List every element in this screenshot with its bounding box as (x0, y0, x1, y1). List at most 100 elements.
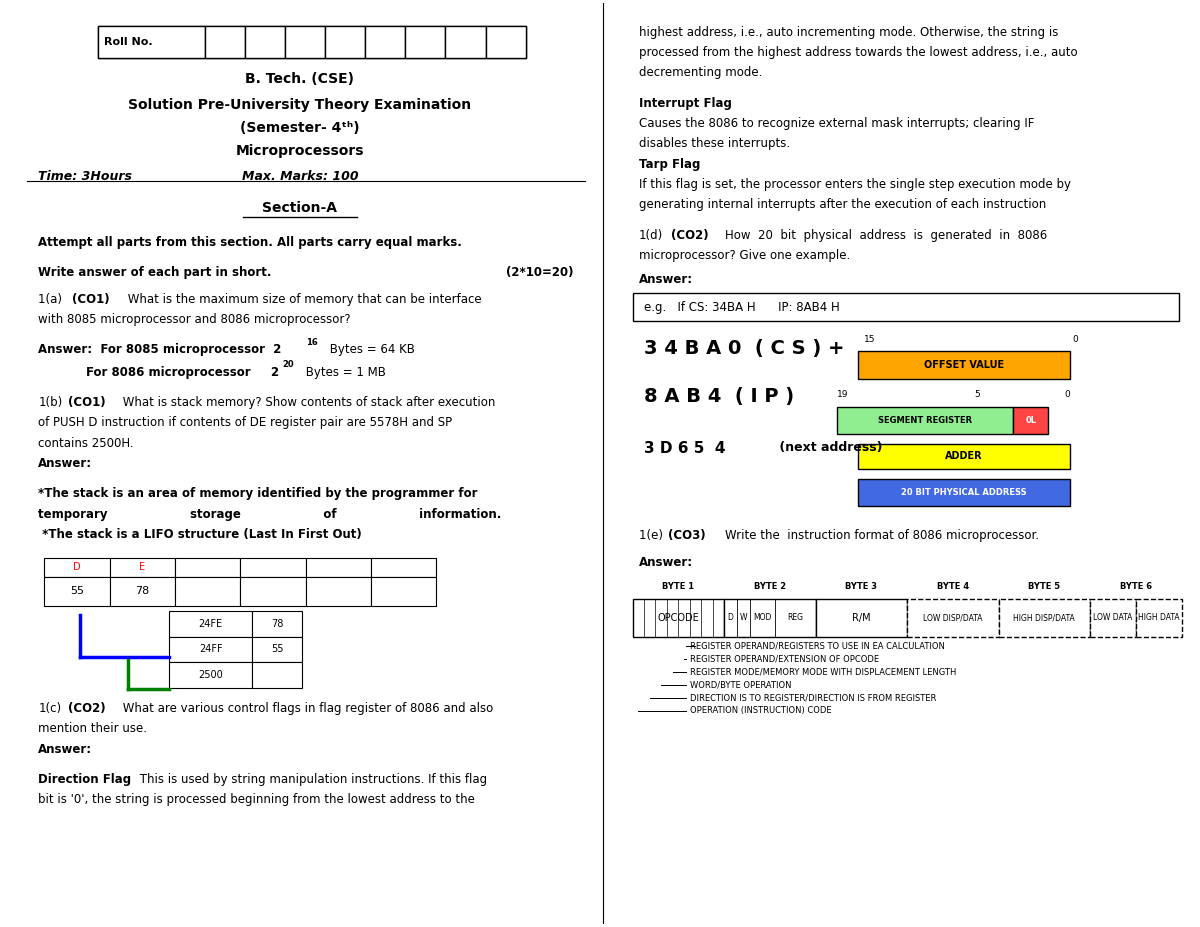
Text: What is the maximum size of memory that can be interface: What is the maximum size of memory that … (124, 293, 481, 306)
Text: 24FE: 24FE (199, 618, 223, 629)
Bar (252, 611, 302, 637)
Text: 55: 55 (271, 644, 283, 654)
Text: Direction Flag: Direction Flag (38, 773, 132, 786)
Text: *The stack is an area of memory identified by the programmer for: *The stack is an area of memory identifi… (38, 488, 478, 501)
Bar (306, 558, 371, 577)
Text: Interrupt Flag: Interrupt Flag (638, 96, 731, 109)
Text: mention their use.: mention their use. (38, 722, 148, 735)
Bar (1090, 599, 1135, 637)
Bar (245, 26, 284, 58)
Bar (98, 26, 526, 58)
Text: SEGMENT REGISTER: SEGMENT REGISTER (878, 416, 972, 425)
Text: Write answer of each part in short.: Write answer of each part in short. (38, 266, 272, 279)
Text: Roll No.: Roll No. (103, 37, 152, 47)
Text: REGISTER OPERAND/REGISTERS TO USE IN EA CALCULATION: REGISTER OPERAND/REGISTERS TO USE IN EA … (690, 642, 944, 651)
Text: WORD/BYTE OPERATION: WORD/BYTE OPERATION (690, 680, 791, 690)
Text: (2*10=20): (2*10=20) (505, 266, 574, 279)
Text: 78: 78 (136, 587, 150, 596)
Text: E: E (139, 563, 145, 573)
Text: *The stack is a LIFO structure (Last In First Out): *The stack is a LIFO structure (Last In … (38, 527, 362, 540)
Text: D: D (727, 614, 733, 622)
Text: Answer:: Answer: (638, 555, 692, 568)
Text: (CO2): (CO2) (671, 229, 708, 242)
Text: Answer:  For 8085 microprocessor  2: Answer: For 8085 microprocessor 2 (38, 343, 282, 356)
Text: LOW DATA: LOW DATA (1093, 614, 1133, 622)
Bar (175, 577, 240, 606)
Text: 1(c): 1(c) (38, 702, 61, 715)
Text: 15: 15 (864, 335, 876, 344)
Bar (632, 294, 1180, 321)
Text: of PUSH D instruction if contents of DE register pair are 5578H and SP: of PUSH D instruction if contents of DE … (38, 416, 452, 429)
Text: R/M: R/M (852, 613, 871, 623)
Bar (98, 26, 205, 58)
Bar (240, 577, 306, 606)
Bar (109, 577, 175, 606)
Text: For 8086 microprocessor: For 8086 microprocessor (86, 365, 251, 378)
Text: with 8085 microprocessor and 8086 microprocessor?: with 8085 microprocessor and 8086 microp… (38, 313, 352, 326)
Text: DIRECTION IS TO REGISTER/DIRECTION IS FROM REGISTER: DIRECTION IS TO REGISTER/DIRECTION IS FR… (690, 693, 936, 703)
Bar (858, 478, 1070, 506)
Text: (CO2): (CO2) (68, 702, 106, 715)
Text: Section-A: Section-A (263, 201, 337, 215)
Bar (44, 577, 109, 606)
Bar (836, 407, 1013, 435)
Text: BYTE 1: BYTE 1 (662, 582, 695, 591)
Text: 78: 78 (271, 618, 283, 629)
Bar (284, 26, 325, 58)
Text: REGISTER MODE/MEMORY MODE WITH DISPLACEMENT LENGTH: REGISTER MODE/MEMORY MODE WITH DISPLACEM… (690, 667, 956, 677)
Text: 1(e): 1(e) (638, 529, 666, 542)
Bar (109, 558, 175, 577)
Bar (169, 611, 252, 637)
Text: Causes the 8086 to recognize external mask interrupts; clearing IF: Causes the 8086 to recognize external ma… (638, 117, 1034, 130)
Bar (175, 558, 240, 577)
Text: 8 A B 4  ( I P ): 8 A B 4 ( I P ) (644, 387, 794, 406)
Text: 3 4 B A 0  ( C S ) +: 3 4 B A 0 ( C S ) + (644, 339, 845, 359)
Bar (724, 599, 816, 637)
Text: 20 BIT PHYSICAL ADDRESS: 20 BIT PHYSICAL ADDRESS (901, 488, 1027, 497)
Text: temporary                    storage                    of                    in: temporary storage of in (38, 508, 502, 521)
Text: D: D (73, 563, 80, 573)
Text: OPERATION (INSTRUCTION) CODE: OPERATION (INSTRUCTION) CODE (690, 706, 832, 716)
Text: ADDER: ADDER (946, 451, 983, 462)
Text: 55: 55 (70, 587, 84, 596)
Text: Answer:: Answer: (38, 457, 92, 470)
Text: BYTE 6: BYTE 6 (1120, 582, 1152, 591)
Text: BYTE 4: BYTE 4 (937, 582, 968, 591)
Text: OPCODE: OPCODE (658, 613, 700, 623)
Text: disables these interrupts.: disables these interrupts. (638, 137, 790, 150)
Text: Microprocessors: Microprocessors (235, 144, 364, 158)
Bar (205, 26, 245, 58)
Text: contains 2500H.: contains 2500H. (38, 437, 134, 450)
Bar (907, 599, 998, 637)
Text: HIGH DISP/DATA: HIGH DISP/DATA (1014, 614, 1075, 622)
Text: processed from the highest address towards the lowest address, i.e., auto: processed from the highest address towar… (638, 46, 1078, 59)
Text: 0: 0 (1073, 335, 1078, 344)
Text: 19: 19 (836, 390, 848, 400)
Bar (365, 26, 406, 58)
Bar (371, 577, 437, 606)
Text: LOW DISP/DATA: LOW DISP/DATA (923, 614, 983, 622)
Bar (252, 637, 302, 663)
Text: 2500: 2500 (198, 670, 223, 680)
Text: 1(d): 1(d) (638, 229, 662, 242)
Bar (169, 663, 252, 688)
Text: 2: 2 (270, 365, 278, 378)
Bar (632, 599, 724, 637)
Text: e.g.   If CS: 34BA H      IP: 8AB4 H: e.g. If CS: 34BA H IP: 8AB4 H (644, 300, 840, 313)
Text: BYTE 3: BYTE 3 (845, 582, 877, 591)
Text: 0L: 0L (1025, 416, 1036, 425)
Bar (858, 444, 1070, 469)
Text: W: W (739, 614, 748, 622)
Text: Solution Pre-University Theory Examination: Solution Pre-University Theory Examinati… (128, 97, 472, 111)
Text: BYTE 2: BYTE 2 (754, 582, 786, 591)
Text: highest address, i.e., auto incrementing mode. Otherwise, the string is: highest address, i.e., auto incrementing… (638, 26, 1058, 39)
Text: Write the  instruction format of 8086 microprocessor.: Write the instruction format of 8086 mic… (725, 529, 1039, 542)
Text: OFFSET VALUE: OFFSET VALUE (924, 361, 1004, 370)
Text: bit is '0', the string is processed beginning from the lowest address to the: bit is '0', the string is processed begi… (38, 794, 475, 806)
Text: MOD: MOD (754, 614, 772, 622)
Bar (325, 26, 365, 58)
Bar (371, 558, 437, 577)
Text: 1(a): 1(a) (38, 293, 66, 306)
Text: generating internal interrupts after the execution of each instruction: generating internal interrupts after the… (638, 198, 1045, 211)
Text: 0: 0 (1064, 390, 1070, 400)
